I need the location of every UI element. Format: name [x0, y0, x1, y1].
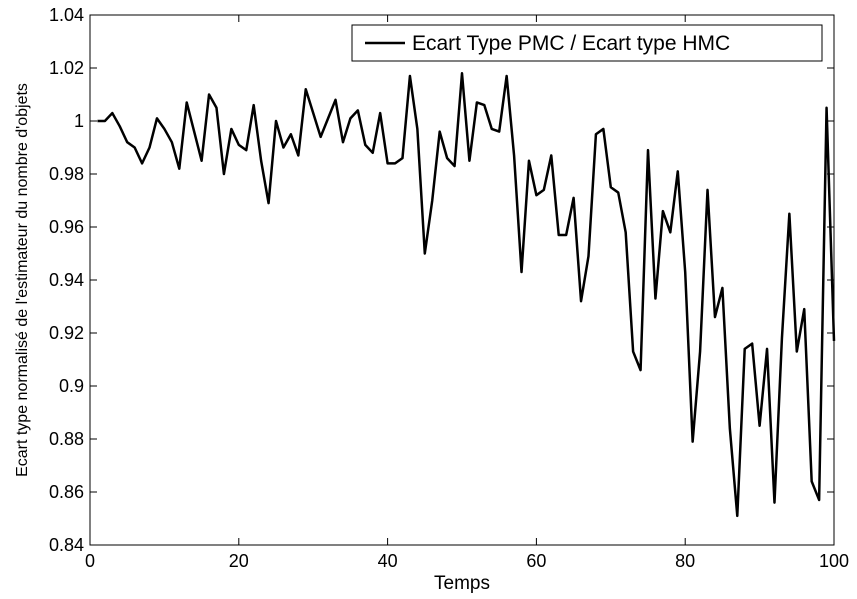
y-tick-label: 1.02	[49, 58, 84, 78]
y-tick-label: 0.92	[49, 323, 84, 343]
x-axis-ticks: 0 20 40 60 80 100	[85, 15, 849, 571]
x-tick-label: 20	[229, 551, 249, 571]
x-axis-label: Temps	[434, 573, 490, 594]
x-tick-label: 0	[85, 551, 95, 571]
legend: Ecart Type PMC / Ecart type HMC	[351, 24, 823, 62]
y-tick-label: 1.04	[49, 5, 84, 25]
legend-label: Ecart Type PMC / Ecart type HMC	[412, 32, 730, 55]
plot-area	[89, 14, 835, 546]
y-axis-ticks: 0.84 0.86 0.88 0.9 0.92 0.94 0.96 0.98 1 1.02 1.04	[49, 5, 834, 555]
y-tick-label: 1	[74, 111, 84, 131]
x-tick-label: 60	[526, 551, 546, 571]
y-tick-label: 0.9	[59, 376, 84, 396]
y-tick-label: 0.84	[49, 535, 84, 555]
y-tick-label: 0.88	[49, 429, 84, 449]
x-tick-label: 100	[819, 551, 849, 571]
y-tick-label: 0.86	[49, 482, 84, 502]
y-tick-label: 0.94	[49, 270, 84, 290]
legend-box	[351, 24, 823, 62]
x-tick-label: 40	[378, 551, 398, 571]
x-tick-label: 80	[675, 551, 695, 571]
y-tick-label: 0.98	[49, 164, 84, 184]
y-axis-label: Ecart type normalisé de l'estimateur du …	[14, 83, 31, 477]
series-line	[97, 72, 836, 518]
y-tick-label: 0.96	[49, 217, 84, 237]
